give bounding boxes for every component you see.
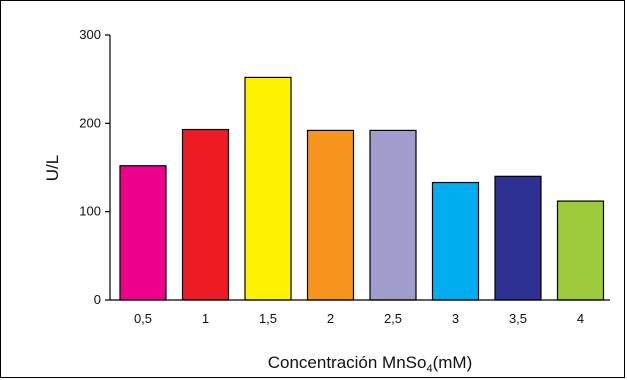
x-tick-label: 2,5 [384, 311, 402, 326]
y-tick-label: 300 [79, 27, 101, 42]
x-tick-label: 2 [327, 311, 334, 326]
x-tick-label: 1 [202, 311, 209, 326]
y-tick-label: 100 [79, 204, 101, 219]
x-axis: 0,5 1 1,5 2 2,5 3 3,5 4 [110, 299, 610, 326]
bar-3-5 [494, 175, 542, 301]
bar-1 [181, 128, 230, 301]
x-axis-title-unit: (mM) [433, 353, 473, 372]
x-tick-label: 4 [577, 311, 584, 326]
bars [119, 76, 605, 301]
x-axis-title: Concentración MnSo4(mM) [268, 353, 473, 375]
x-axis-title-subscript: 4 [426, 363, 432, 375]
y-axis: 0 100 200 300 [79, 27, 111, 307]
bar-2-5 [369, 129, 417, 301]
y-tick-label: 200 [79, 115, 101, 130]
bar-0-5 [119, 165, 167, 301]
x-tick-label: 3 [452, 311, 459, 326]
bar-3 [431, 181, 480, 301]
y-axis-title: U/L [43, 155, 62, 181]
y-tick-label: 0 [94, 292, 101, 307]
bar-1-5 [244, 76, 292, 301]
bar-4 [556, 200, 605, 301]
x-tick-label: 1,5 [259, 311, 277, 326]
x-axis-title-main: Concentración MnSo [268, 353, 427, 372]
x-tick-label: 0,5 [134, 311, 152, 326]
x-tick-label: 3,5 [509, 311, 527, 326]
bar-2 [306, 129, 355, 301]
